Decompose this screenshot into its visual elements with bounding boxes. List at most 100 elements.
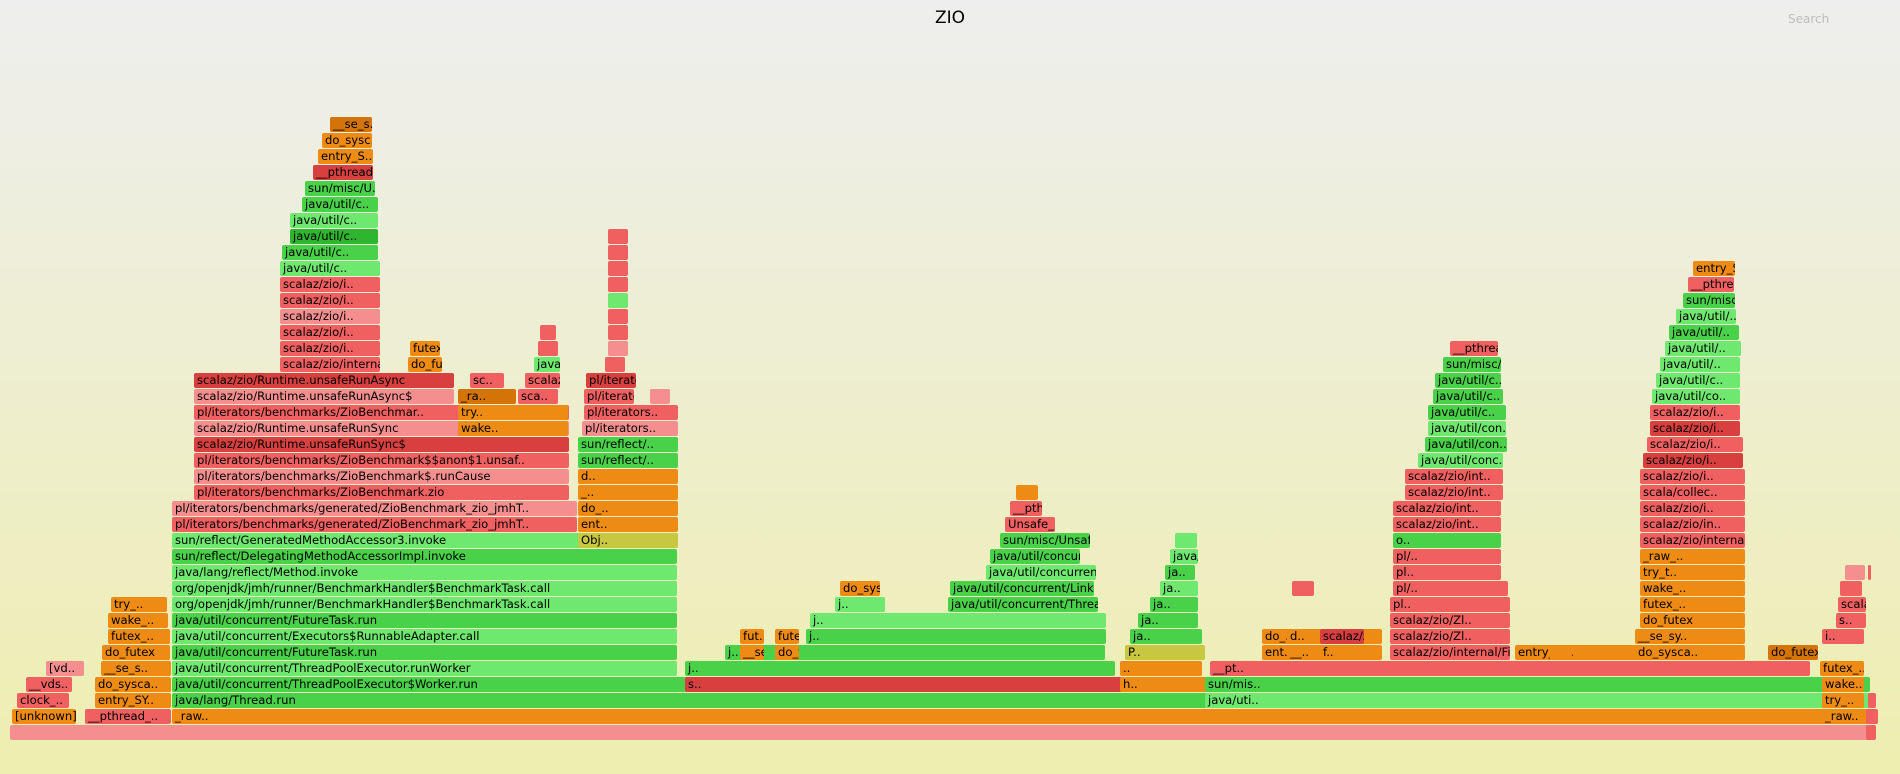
frame-scalaz-zio-zl[interactable]: scalaz/zio/Zl.. xyxy=(1390,629,1510,644)
frame-java-util-c[interactable]: java/util/c.. xyxy=(290,229,378,244)
frame-pl-iterators-benchmarks-ziobenchmark-anon-1-unsaf[interactable]: pl/iterators/benchmarks/ZioBenchmark$$an… xyxy=(194,453,569,468)
frame-scalaz-zio-zl[interactable]: scalaz/zio/Zl.. xyxy=(1390,613,1510,628)
frame-f[interactable]: f.. xyxy=(1320,645,1364,660)
frame-scalaz-zio-internal-fiberconte[interactable]: scalaz/zio/internal/FiberConte.. xyxy=(1640,533,1745,548)
frame-pthread[interactable]: __pthread.. xyxy=(1688,277,1734,292)
frame-ja[interactable]: ja.. xyxy=(1165,565,1195,580)
frame-vds[interactable]: __vds.. xyxy=(26,677,72,692)
frame-ja[interactable]: ja.. xyxy=(1138,613,1198,628)
frame-scal[interactable] xyxy=(1866,725,1876,740)
frame-futex[interactable]: futex_.. xyxy=(1640,597,1745,612)
frame-j[interactable]: j.. xyxy=(806,629,1106,644)
frame-try-t[interactable]: try_t.. xyxy=(1640,565,1745,580)
frame-futex[interactable]: futex.. xyxy=(410,341,440,356)
frame-sun-reflect-delegatingmethodaccessorimpl-invoke[interactable]: sun/reflect/DelegatingMethodAccessorImpl… xyxy=(172,549,677,564)
frame-scalaz-zio-runtime-unsaferunsync[interactable]: scalaz/zio/Runtime.unsafeRunSync$ xyxy=(194,437,569,452)
frame-java-util-con[interactable]: java/util/con.. xyxy=(1425,437,1507,452)
frame-scalaz-zio-in[interactable]: scalaz/zio/in.. xyxy=(1640,517,1745,532)
frame-s[interactable] xyxy=(608,325,628,340)
frame-scalaz-zio-int[interactable]: scalaz/zio/int.. xyxy=(1393,517,1501,532)
frame-scalaz-zio-internal-fibercontext-anonfun-evaluatelater-1[interactable] xyxy=(1292,581,1314,596)
frame-java-uti[interactable]: java/uti.. xyxy=(1205,693,1870,708)
frame-j[interactable]: j.. xyxy=(835,597,885,612)
frame-sc[interactable] xyxy=(1868,693,1876,708)
frame-raw[interactable]: _raw_.. xyxy=(1640,549,1745,564)
frame-j[interactable]: j.. xyxy=(810,613,1106,628)
frame-ja[interactable]: ja.. xyxy=(1160,581,1198,596)
frame-sun-misc-un[interactable]: sun/misc/Un.. xyxy=(1443,357,1501,372)
frame-pl[interactable]: pl/.. xyxy=(1393,581,1508,596)
frame-scalaz-zio-internal-fibercontex[interactable]: scalaz/zio/internal/FiberContex.. xyxy=(280,357,380,372)
frame-scalaz-zio-i[interactable]: scalaz/zio/i.. xyxy=(1640,469,1745,484)
frame-futex[interactable]: futex_.. xyxy=(108,629,170,644)
frame-p[interactable]: P.. xyxy=(1125,645,1205,660)
frame-futex[interactable]: futex_.. xyxy=(1820,661,1864,676)
frame-j[interactable]: j.. xyxy=(725,645,1105,660)
frame-try[interactable]: try.. xyxy=(458,405,568,420)
frame-sun-mis[interactable]: sun/mis.. xyxy=(1205,677,1825,692)
frame-all[interactable]: _.. xyxy=(578,485,678,500)
frame-java-util-concurrent-futuretask-run[interactable]: java/util/concurrent/FutureTask.run xyxy=(172,645,677,660)
frame-do-sysca[interactable]: do_sysca.. xyxy=(1635,645,1745,660)
frame-j[interactable]: j.. xyxy=(685,661,1115,676)
frame-scalaz-zio-internal-fibercontext-lambda-67-2063195602-run[interactable]: scalaz/zio/internal/FiberContext$$Lambda… xyxy=(1320,629,1364,644)
frame-j[interactable] xyxy=(608,293,628,308)
frame-do-futex[interactable]: do_futex xyxy=(1640,613,1745,628)
frame-scalaz-zio-int[interactable]: scalaz/zio/int.. xyxy=(1405,485,1503,500)
frame-pthread-cond-time[interactable]: __pthread_cond_time.. xyxy=(1010,501,1042,516)
frame-pl-iterators-benchmarks-generated-ziobenchmark-zio-jmht[interactable]: pl/iterators/benchmarks/generated/ZioBen… xyxy=(172,501,577,516)
frame-s[interactable] xyxy=(608,229,628,244)
frame-pl-iterators[interactable]: pl/iterators.. xyxy=(582,421,678,436)
frame-java-util-con[interactable]: java/util/con.. xyxy=(1428,421,1506,436)
frame-pl-iterators-benchmarks-ziobenchmark-zio[interactable]: pl/iterators/benchmarks/ZioBenchmark.zio xyxy=(194,485,569,500)
frame-pl-iterators[interactable]: pl/iterators.. xyxy=(584,389,634,404)
frame-sun-misc-unsafe-park[interactable]: sun/misc/Unsafe.park xyxy=(1000,533,1090,548)
frame-java-util-c[interactable]: java/util/c.. xyxy=(280,261,380,276)
frame-raw[interactable]: _raw.. xyxy=(172,709,1870,724)
frame-d[interactable]: d.. xyxy=(1287,629,1327,644)
frame-java-util-concurrent-locks-locksupport[interactable]: java/util/concurrent/locks/LockSupport.. xyxy=(990,549,1080,564)
frame-scalaz-zio-i[interactable]: scalaz/zio/i.. xyxy=(1647,437,1743,452)
frame-do-sysc[interactable]: do_sysc.. xyxy=(322,133,372,148)
frame-i[interactable]: i.. xyxy=(1822,629,1864,644)
frame-java-util-concurrent-executors-runnableadapter-call[interactable]: java/util/concurrent/Executors$RunnableA… xyxy=(172,629,677,644)
frame-sun-misc-u[interactable]: sun/misc/U.. xyxy=(1683,293,1735,308)
frame-ent[interactable]: ent.. xyxy=(578,517,678,532)
frame-unsafe-park[interactable]: Unsafe_Park xyxy=(1005,517,1055,532)
frame-scalaz-zio-i[interactable]: scalaz/zio/i.. xyxy=(280,341,380,356)
frame-java-util[interactable] xyxy=(1175,533,1197,548)
frame-scalaz-zio-i[interactable]: scalaz/zio/i.. xyxy=(280,325,380,340)
frame-sun-misc-u[interactable]: sun/misc/U.. xyxy=(305,181,375,196)
frame-scal[interactable] xyxy=(1840,581,1862,596)
frame-sc[interactable]: sc.. xyxy=(470,373,504,388)
frame-se-sys-fu[interactable]: __se_sys_fu.. xyxy=(740,645,764,660)
frame-java-util[interactable]: java/util/.. xyxy=(1665,341,1741,356)
frame-java-util-concurrent-futuretask-run[interactable]: java/util/concurrent/FutureTask.run xyxy=(172,613,677,628)
frame-ra[interactable]: _ra.. xyxy=(458,389,516,404)
frame-sun-reflect-generatedmethodaccessor3-invoke[interactable]: sun/reflect/GeneratedMethodAccessor3.inv… xyxy=(172,533,677,548)
frame-pl-iterator[interactable] xyxy=(650,389,670,404)
frame-pl[interactable]: pl/.. xyxy=(1393,549,1501,564)
frame-try[interactable]: try_.. xyxy=(1822,693,1864,708)
frame-scala-collec[interactable]: scala/collec.. xyxy=(1640,485,1745,500)
frame-pthread[interactable]: __pthread_.. xyxy=(85,709,171,724)
frame-scal[interactable] xyxy=(1868,565,1871,580)
frame-java-util-c[interactable]: java/util/c.. xyxy=(282,245,378,260)
frame-scalaz-zio-i[interactable]: scalaz/zio/i.. xyxy=(1643,453,1743,468)
frame-do-sysca[interactable]: do_sysca.. xyxy=(95,677,171,692)
frame-futex-wait[interactable]: futex_wait xyxy=(775,629,799,644)
frame-p[interactable] xyxy=(540,325,556,340)
frame-scalaz-zio-int[interactable]: scalaz/zio/int.. xyxy=(1405,469,1503,484)
frame-scalaz-zio-i[interactable]: scalaz/zio/i.. xyxy=(1650,405,1740,420)
frame-scal[interactable] xyxy=(1866,709,1878,724)
frame-clock[interactable]: clock_.. xyxy=(17,693,69,708)
frame-h[interactable]: h.. xyxy=(1120,677,1208,692)
frame-java-util-concurrent-threadpoolexecutor-gettask[interactable]: java/util/concurrent/ThreadPoolExecutor.… xyxy=(948,597,1098,612)
frame-pl-iterator[interactable]: pl/iterator.. xyxy=(586,373,636,388)
frame-obj[interactable]: Obj.. xyxy=(578,533,678,548)
frame-java-util[interactable]: java/util/.. xyxy=(1676,309,1736,324)
frame-java-util-co[interactable]: java/util/co.. xyxy=(1652,389,1740,404)
frame-scalaz-zio-i[interactable]: scalaz/zio/i.. xyxy=(1650,421,1740,436)
frame-o[interactable]: o.. xyxy=(1393,533,1501,548)
frame-scalaz-zio-int[interactable]: scalaz/zio/int.. xyxy=(1393,501,1501,516)
